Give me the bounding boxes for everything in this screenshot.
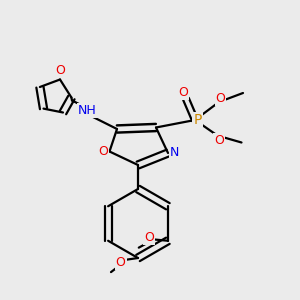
- Text: O: O: [216, 92, 225, 105]
- Text: P: P: [193, 113, 202, 127]
- Text: O: O: [55, 64, 65, 77]
- Text: O: O: [178, 86, 188, 100]
- Text: O: O: [144, 231, 154, 244]
- Text: O: O: [116, 256, 125, 269]
- Text: O: O: [98, 145, 108, 158]
- Text: N: N: [170, 146, 179, 160]
- Text: NH: NH: [78, 103, 97, 117]
- Text: O: O: [214, 134, 224, 147]
